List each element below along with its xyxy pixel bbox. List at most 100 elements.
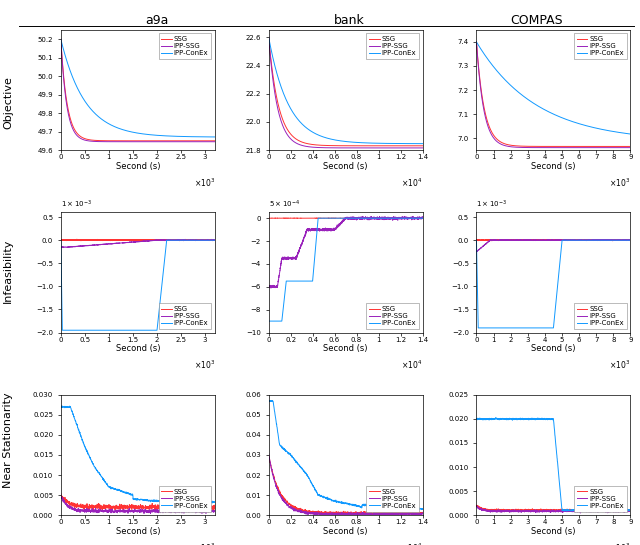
Line: SSG: SSG — [61, 39, 215, 141]
SSG — [148, 137, 156, 144]
SSG — [512, 143, 520, 149]
IPP-ConEx — [512, 87, 520, 93]
IPP-ConEx — [543, 325, 551, 331]
IPP-ConEx — [542, 107, 550, 114]
IPP-SSG — [543, 237, 551, 244]
IPP-ConEx — [160, 132, 168, 139]
IPP-ConEx — [292, 113, 300, 120]
Text: $1\times10^{-3}$: $1\times10^{-3}$ — [61, 199, 92, 210]
IPP-SSG — [140, 510, 148, 517]
IPP-SSG — [579, 508, 586, 514]
Legend: SSG, IPP-SSG, IPP-ConEx: SSG, IPP-SSG, IPP-ConEx — [159, 33, 211, 59]
SSG — [593, 507, 600, 513]
IPP-ConEx — [335, 215, 343, 221]
SSG — [57, 36, 65, 43]
Line: IPP-ConEx: IPP-ConEx — [476, 417, 630, 511]
SSG — [563, 143, 571, 150]
IPP-ConEx — [333, 499, 340, 505]
Line: SSG: SSG — [476, 239, 630, 241]
SSG — [73, 502, 81, 509]
X-axis label: Second (s): Second (s) — [531, 161, 575, 171]
IPP-SSG — [327, 511, 335, 517]
SSG — [367, 143, 375, 149]
Text: $\times 10^3$: $\times 10^3$ — [609, 541, 630, 545]
SSG — [579, 507, 586, 513]
IPP-SSG — [177, 506, 185, 512]
IPP-SSG — [333, 510, 340, 517]
Text: Infeasibility: Infeasibility — [3, 239, 13, 303]
IPP-ConEx — [57, 237, 65, 244]
IPP-SSG — [59, 244, 67, 251]
IPP-SSG — [512, 144, 520, 150]
SSG — [333, 510, 340, 516]
IPP-SSG — [280, 498, 288, 504]
SSG — [84, 136, 92, 143]
IPP-ConEx — [622, 237, 630, 244]
SSG — [65, 237, 72, 244]
IPP-ConEx — [627, 131, 634, 137]
IPP-SSG — [211, 138, 219, 145]
SSG — [622, 237, 630, 243]
IPP-SSG — [481, 242, 488, 249]
Line: IPP-SSG: IPP-SSG — [476, 506, 630, 513]
IPP-ConEx — [371, 503, 378, 510]
Line: IPP-ConEx: IPP-ConEx — [61, 39, 215, 137]
IPP-ConEx — [265, 34, 273, 40]
IPP-SSG — [179, 237, 186, 244]
IPP-ConEx — [273, 318, 280, 324]
IPP-SSG — [160, 138, 168, 145]
Text: $\times 10^3$: $\times 10^3$ — [609, 177, 630, 189]
Text: $\times 10^3$: $\times 10^3$ — [609, 359, 630, 371]
IPP-SSG — [596, 508, 604, 514]
IPP-ConEx — [355, 140, 363, 146]
IPP-ConEx — [472, 39, 480, 45]
Legend: SSG, IPP-SSG, IPP-ConEx: SSG, IPP-SSG, IPP-ConEx — [367, 486, 419, 512]
IPP-ConEx — [419, 505, 426, 512]
SSG — [342, 215, 349, 221]
Legend: SSG, IPP-SSG, IPP-ConEx: SSG, IPP-SSG, IPP-ConEx — [574, 304, 627, 329]
IPP-SSG — [627, 237, 634, 244]
SSG — [388, 510, 396, 517]
IPP-SSG — [367, 144, 375, 151]
Line: IPP-ConEx: IPP-ConEx — [61, 240, 215, 330]
SSG — [340, 215, 348, 222]
IPP-SSG — [355, 144, 363, 151]
IPP-SSG — [385, 510, 393, 517]
SSG — [492, 236, 499, 243]
SSG — [371, 510, 378, 516]
IPP-SSG — [180, 506, 188, 513]
IPP-ConEx — [305, 126, 312, 132]
IPP-SSG — [265, 34, 273, 40]
Text: bank: bank — [333, 14, 364, 27]
IPP-ConEx — [97, 115, 104, 122]
Legend: SSG, IPP-SSG, IPP-ConEx: SSG, IPP-SSG, IPP-ConEx — [574, 33, 627, 59]
SSG — [414, 215, 422, 221]
IPP-SSG — [57, 244, 65, 251]
IPP-ConEx — [177, 499, 185, 506]
IPP-ConEx — [148, 131, 156, 138]
SSG — [335, 215, 343, 221]
IPP-SSG — [265, 284, 273, 290]
Line: IPP-SSG: IPP-SSG — [61, 39, 215, 142]
IPP-ConEx — [492, 414, 500, 421]
IPP-SSG — [65, 244, 72, 250]
IPP-SSG — [207, 237, 214, 244]
IPP-SSG — [207, 237, 214, 244]
IPP-ConEx — [84, 102, 92, 109]
SSG — [542, 143, 550, 150]
SSG — [419, 215, 426, 221]
Legend: SSG, IPP-SSG, IPP-ConEx: SSG, IPP-SSG, IPP-ConEx — [367, 33, 419, 59]
IPP-SSG — [273, 283, 280, 290]
Text: $\times 10^4$: $\times 10^4$ — [401, 541, 422, 545]
IPP-ConEx — [58, 403, 65, 409]
IPP-ConEx — [265, 398, 273, 404]
Line: SSG: SSG — [269, 455, 422, 515]
SSG — [472, 39, 480, 45]
IPP-ConEx — [594, 237, 602, 244]
SSG — [415, 215, 422, 221]
IPP-ConEx — [180, 499, 188, 506]
IPP-ConEx — [173, 133, 180, 140]
IPP-SSG — [335, 144, 342, 151]
IPP-ConEx — [589, 124, 596, 130]
IPP-ConEx — [418, 506, 426, 513]
